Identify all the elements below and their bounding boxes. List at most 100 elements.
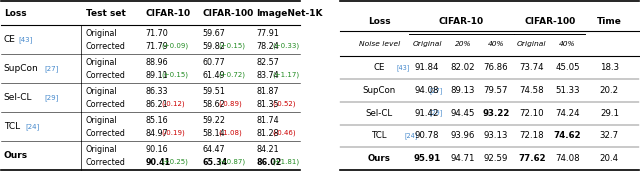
Text: 20%: 20% bbox=[454, 41, 471, 47]
Text: [29]: [29] bbox=[45, 94, 59, 101]
Text: (+0.72): (+0.72) bbox=[218, 72, 245, 78]
Text: 18.3: 18.3 bbox=[600, 63, 619, 72]
Text: 51.33: 51.33 bbox=[556, 86, 580, 95]
Text: Original: Original bbox=[86, 58, 118, 67]
Text: 90.41: 90.41 bbox=[146, 158, 171, 167]
Text: 85.16: 85.16 bbox=[146, 116, 168, 125]
Text: 59.22: 59.22 bbox=[202, 116, 225, 125]
Text: 61.49: 61.49 bbox=[202, 71, 225, 80]
Text: 86.33: 86.33 bbox=[146, 87, 168, 96]
Text: CIFAR-100: CIFAR-100 bbox=[524, 17, 575, 26]
Text: Corrected: Corrected bbox=[86, 42, 126, 51]
Text: (+0.33): (+0.33) bbox=[272, 43, 300, 49]
Text: 76.86: 76.86 bbox=[483, 63, 508, 72]
Text: Corrected: Corrected bbox=[86, 100, 126, 109]
Text: Corrected: Corrected bbox=[86, 158, 126, 167]
Text: 79.57: 79.57 bbox=[484, 86, 508, 95]
Text: [24]: [24] bbox=[405, 133, 418, 139]
Text: 20.2: 20.2 bbox=[600, 86, 619, 95]
Text: ImageNet-1K: ImageNet-1K bbox=[256, 9, 323, 18]
Text: (-0.52): (-0.52) bbox=[272, 101, 296, 107]
Text: (-1.08): (-1.08) bbox=[218, 130, 242, 136]
Text: CE: CE bbox=[374, 63, 385, 72]
Text: CE: CE bbox=[4, 35, 15, 44]
Text: 81.87: 81.87 bbox=[256, 87, 279, 96]
Text: 89.11: 89.11 bbox=[146, 71, 168, 80]
Text: 72.10: 72.10 bbox=[520, 109, 544, 117]
Text: 65.34: 65.34 bbox=[202, 158, 228, 167]
Text: 74.08: 74.08 bbox=[556, 154, 580, 163]
Text: [29]: [29] bbox=[429, 110, 442, 116]
Text: 93.22: 93.22 bbox=[482, 109, 509, 117]
Text: Loss: Loss bbox=[4, 9, 26, 18]
Text: 82.57: 82.57 bbox=[256, 58, 279, 67]
Text: 73.74: 73.74 bbox=[520, 63, 544, 72]
Text: 82.02: 82.02 bbox=[451, 63, 476, 72]
Text: 94.45: 94.45 bbox=[451, 109, 475, 117]
Text: (-0.12): (-0.12) bbox=[161, 101, 185, 107]
Text: 40%: 40% bbox=[488, 41, 504, 47]
Text: CIFAR-10: CIFAR-10 bbox=[146, 9, 191, 18]
Text: (+0.15): (+0.15) bbox=[218, 43, 245, 49]
Text: 60.77: 60.77 bbox=[202, 58, 225, 67]
Text: 83.74: 83.74 bbox=[256, 71, 279, 80]
Text: 40%: 40% bbox=[559, 41, 576, 47]
Text: 74.24: 74.24 bbox=[556, 109, 580, 117]
Text: [43]: [43] bbox=[19, 36, 33, 43]
Text: 74.58: 74.58 bbox=[520, 86, 544, 95]
Text: 29.1: 29.1 bbox=[600, 109, 619, 117]
Text: Original: Original bbox=[86, 29, 118, 38]
Text: 90.16: 90.16 bbox=[146, 145, 168, 154]
Text: (+0.09): (+0.09) bbox=[161, 43, 189, 49]
Text: Original: Original bbox=[86, 116, 118, 125]
Text: 45.05: 45.05 bbox=[556, 63, 580, 72]
Text: 84.21: 84.21 bbox=[256, 145, 279, 154]
Text: 77.91: 77.91 bbox=[256, 29, 279, 38]
Text: Sel-CL: Sel-CL bbox=[365, 109, 393, 117]
Text: 20.4: 20.4 bbox=[600, 154, 619, 163]
Text: 59.51: 59.51 bbox=[202, 87, 225, 96]
Text: 95.91: 95.91 bbox=[413, 154, 441, 163]
Text: Corrected: Corrected bbox=[86, 129, 126, 138]
Text: (-0.19): (-0.19) bbox=[161, 130, 185, 136]
Text: 86.21: 86.21 bbox=[146, 100, 168, 109]
Text: 59.67: 59.67 bbox=[202, 29, 225, 38]
Text: 72.18: 72.18 bbox=[520, 131, 544, 140]
Text: TCL: TCL bbox=[371, 131, 387, 140]
Text: 74.62: 74.62 bbox=[554, 131, 581, 140]
Text: 77.62: 77.62 bbox=[518, 154, 545, 163]
Text: 58.62: 58.62 bbox=[202, 100, 225, 109]
Text: 89.13: 89.13 bbox=[451, 86, 475, 95]
Text: 91.84: 91.84 bbox=[415, 63, 439, 72]
Text: Original: Original bbox=[86, 145, 118, 154]
Text: 86.02: 86.02 bbox=[256, 158, 282, 167]
Text: 92.59: 92.59 bbox=[484, 154, 508, 163]
Text: 93.13: 93.13 bbox=[484, 131, 508, 140]
Text: Noise level: Noise level bbox=[358, 41, 400, 47]
Text: Corrected: Corrected bbox=[86, 71, 126, 80]
Text: 91.42: 91.42 bbox=[415, 109, 439, 117]
Text: Sel-CL: Sel-CL bbox=[4, 93, 32, 102]
Text: Ours: Ours bbox=[368, 154, 390, 163]
Text: Time: Time bbox=[597, 17, 622, 26]
Text: (-0.89): (-0.89) bbox=[218, 101, 242, 107]
Text: CIFAR-100: CIFAR-100 bbox=[202, 9, 253, 18]
Text: 81.35: 81.35 bbox=[256, 100, 279, 109]
Text: [27]: [27] bbox=[429, 87, 442, 94]
Text: 64.47: 64.47 bbox=[202, 145, 225, 154]
Text: Test set: Test set bbox=[86, 9, 126, 18]
Text: 94.71: 94.71 bbox=[451, 154, 475, 163]
Text: (+0.25): (+0.25) bbox=[161, 159, 188, 165]
Text: [27]: [27] bbox=[45, 65, 59, 72]
Text: 94.08: 94.08 bbox=[415, 86, 439, 95]
Text: 90.78: 90.78 bbox=[415, 131, 439, 140]
Text: Original: Original bbox=[517, 41, 547, 47]
Text: 71.70: 71.70 bbox=[146, 29, 168, 38]
Text: (+0.15): (+0.15) bbox=[161, 72, 189, 78]
Text: Original: Original bbox=[86, 87, 118, 96]
Text: TCL: TCL bbox=[4, 122, 20, 131]
Text: 78.24: 78.24 bbox=[256, 42, 279, 51]
Text: [24]: [24] bbox=[25, 123, 39, 130]
Text: SupCon: SupCon bbox=[363, 86, 396, 95]
Text: [43]: [43] bbox=[397, 64, 410, 71]
